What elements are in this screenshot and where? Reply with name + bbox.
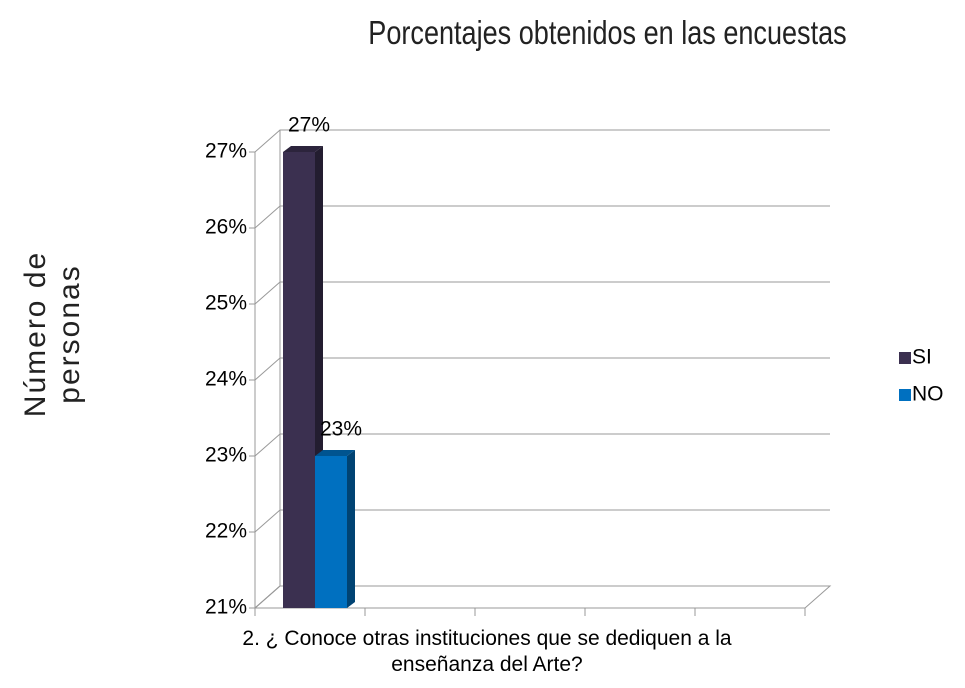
y-tick-label: 22% bbox=[205, 520, 247, 543]
chart-title: Porcentajes obtenidos en las encuestas bbox=[368, 14, 847, 51]
bar bbox=[283, 152, 315, 608]
value-label: 23% bbox=[320, 418, 362, 441]
grid-line bbox=[254, 357, 830, 381]
grid-line bbox=[254, 585, 830, 609]
grid-line bbox=[254, 509, 830, 533]
x-tick-label: 2. ¿ Conoce otras instituciones que se d… bbox=[242, 627, 732, 676]
bar bbox=[315, 456, 347, 608]
value-label: 27% bbox=[288, 114, 330, 137]
bar-top bbox=[315, 450, 355, 456]
y-tick-label: 25% bbox=[205, 292, 247, 315]
grid-line bbox=[254, 433, 830, 457]
y-tick-label: 24% bbox=[205, 368, 247, 391]
legend-label: SI bbox=[912, 346, 932, 369]
y-tick-label: 23% bbox=[205, 444, 247, 467]
y-tick-label: 26% bbox=[205, 216, 247, 239]
bar-top bbox=[283, 146, 323, 152]
grid-line bbox=[254, 205, 830, 229]
legend-label: NO bbox=[912, 383, 944, 406]
grid-line bbox=[254, 281, 830, 305]
y-tick-label: 27% bbox=[205, 140, 247, 163]
y-tick-label: 21% bbox=[205, 596, 247, 619]
legend-swatch bbox=[899, 389, 911, 401]
bar-side bbox=[347, 450, 355, 608]
legend-swatch bbox=[899, 352, 911, 364]
grid-line bbox=[254, 129, 830, 153]
